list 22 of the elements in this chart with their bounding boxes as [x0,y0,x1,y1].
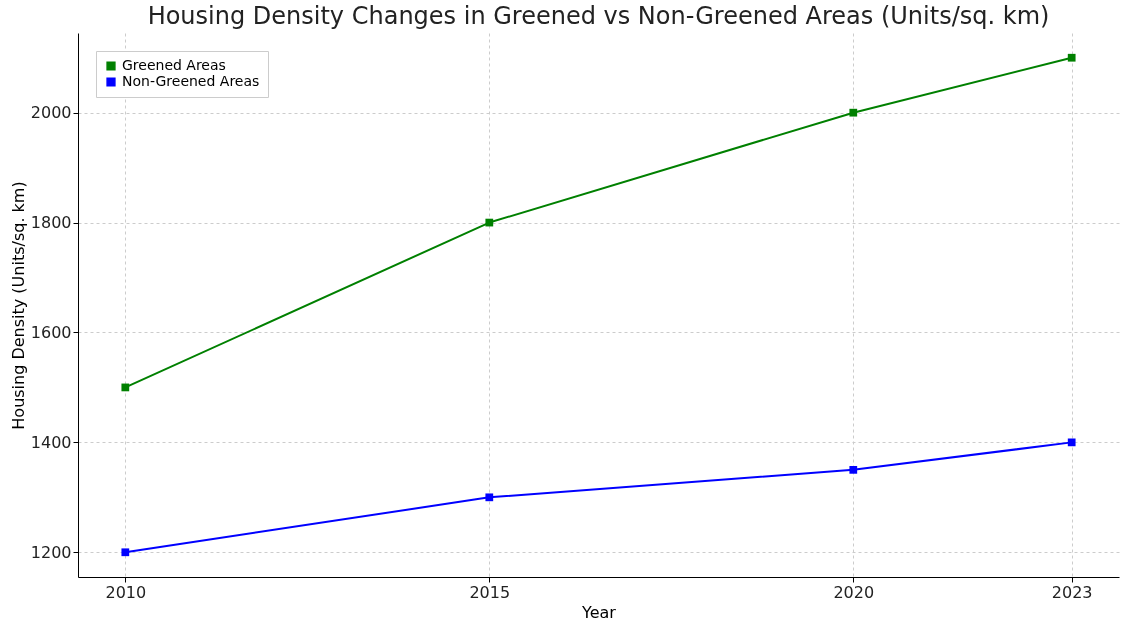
y-axis-title: Housing Density (Units/sq. km) [8,181,28,430]
point [849,465,858,474]
y-tick-label: 1400 [30,432,72,452]
y-tick-label: 1800 [30,213,72,233]
x-tick-label: 2020 [833,582,875,602]
point [1067,53,1076,62]
chart-title: Housing Density Changes in Greened vs Non-Greened Areas (Units/sq. km) [147,2,1050,30]
y-tick-label: 1200 [30,542,72,562]
x-tick-label: 2023 [1051,582,1093,602]
point [121,383,130,392]
y-tick-label: 2000 [30,103,72,123]
x-tick-label: 2010 [105,582,147,602]
point [849,108,858,117]
x-axis-title: Year [581,602,617,622]
x-tick-label: 2015 [469,582,511,602]
point [485,493,494,502]
legend-label: Non-Greened Areas [122,73,260,89]
point [1067,438,1076,447]
point [121,548,130,557]
point [485,218,494,227]
legend-label: Greened Areas [122,57,226,73]
y-tick-label: 1600 [30,322,72,342]
